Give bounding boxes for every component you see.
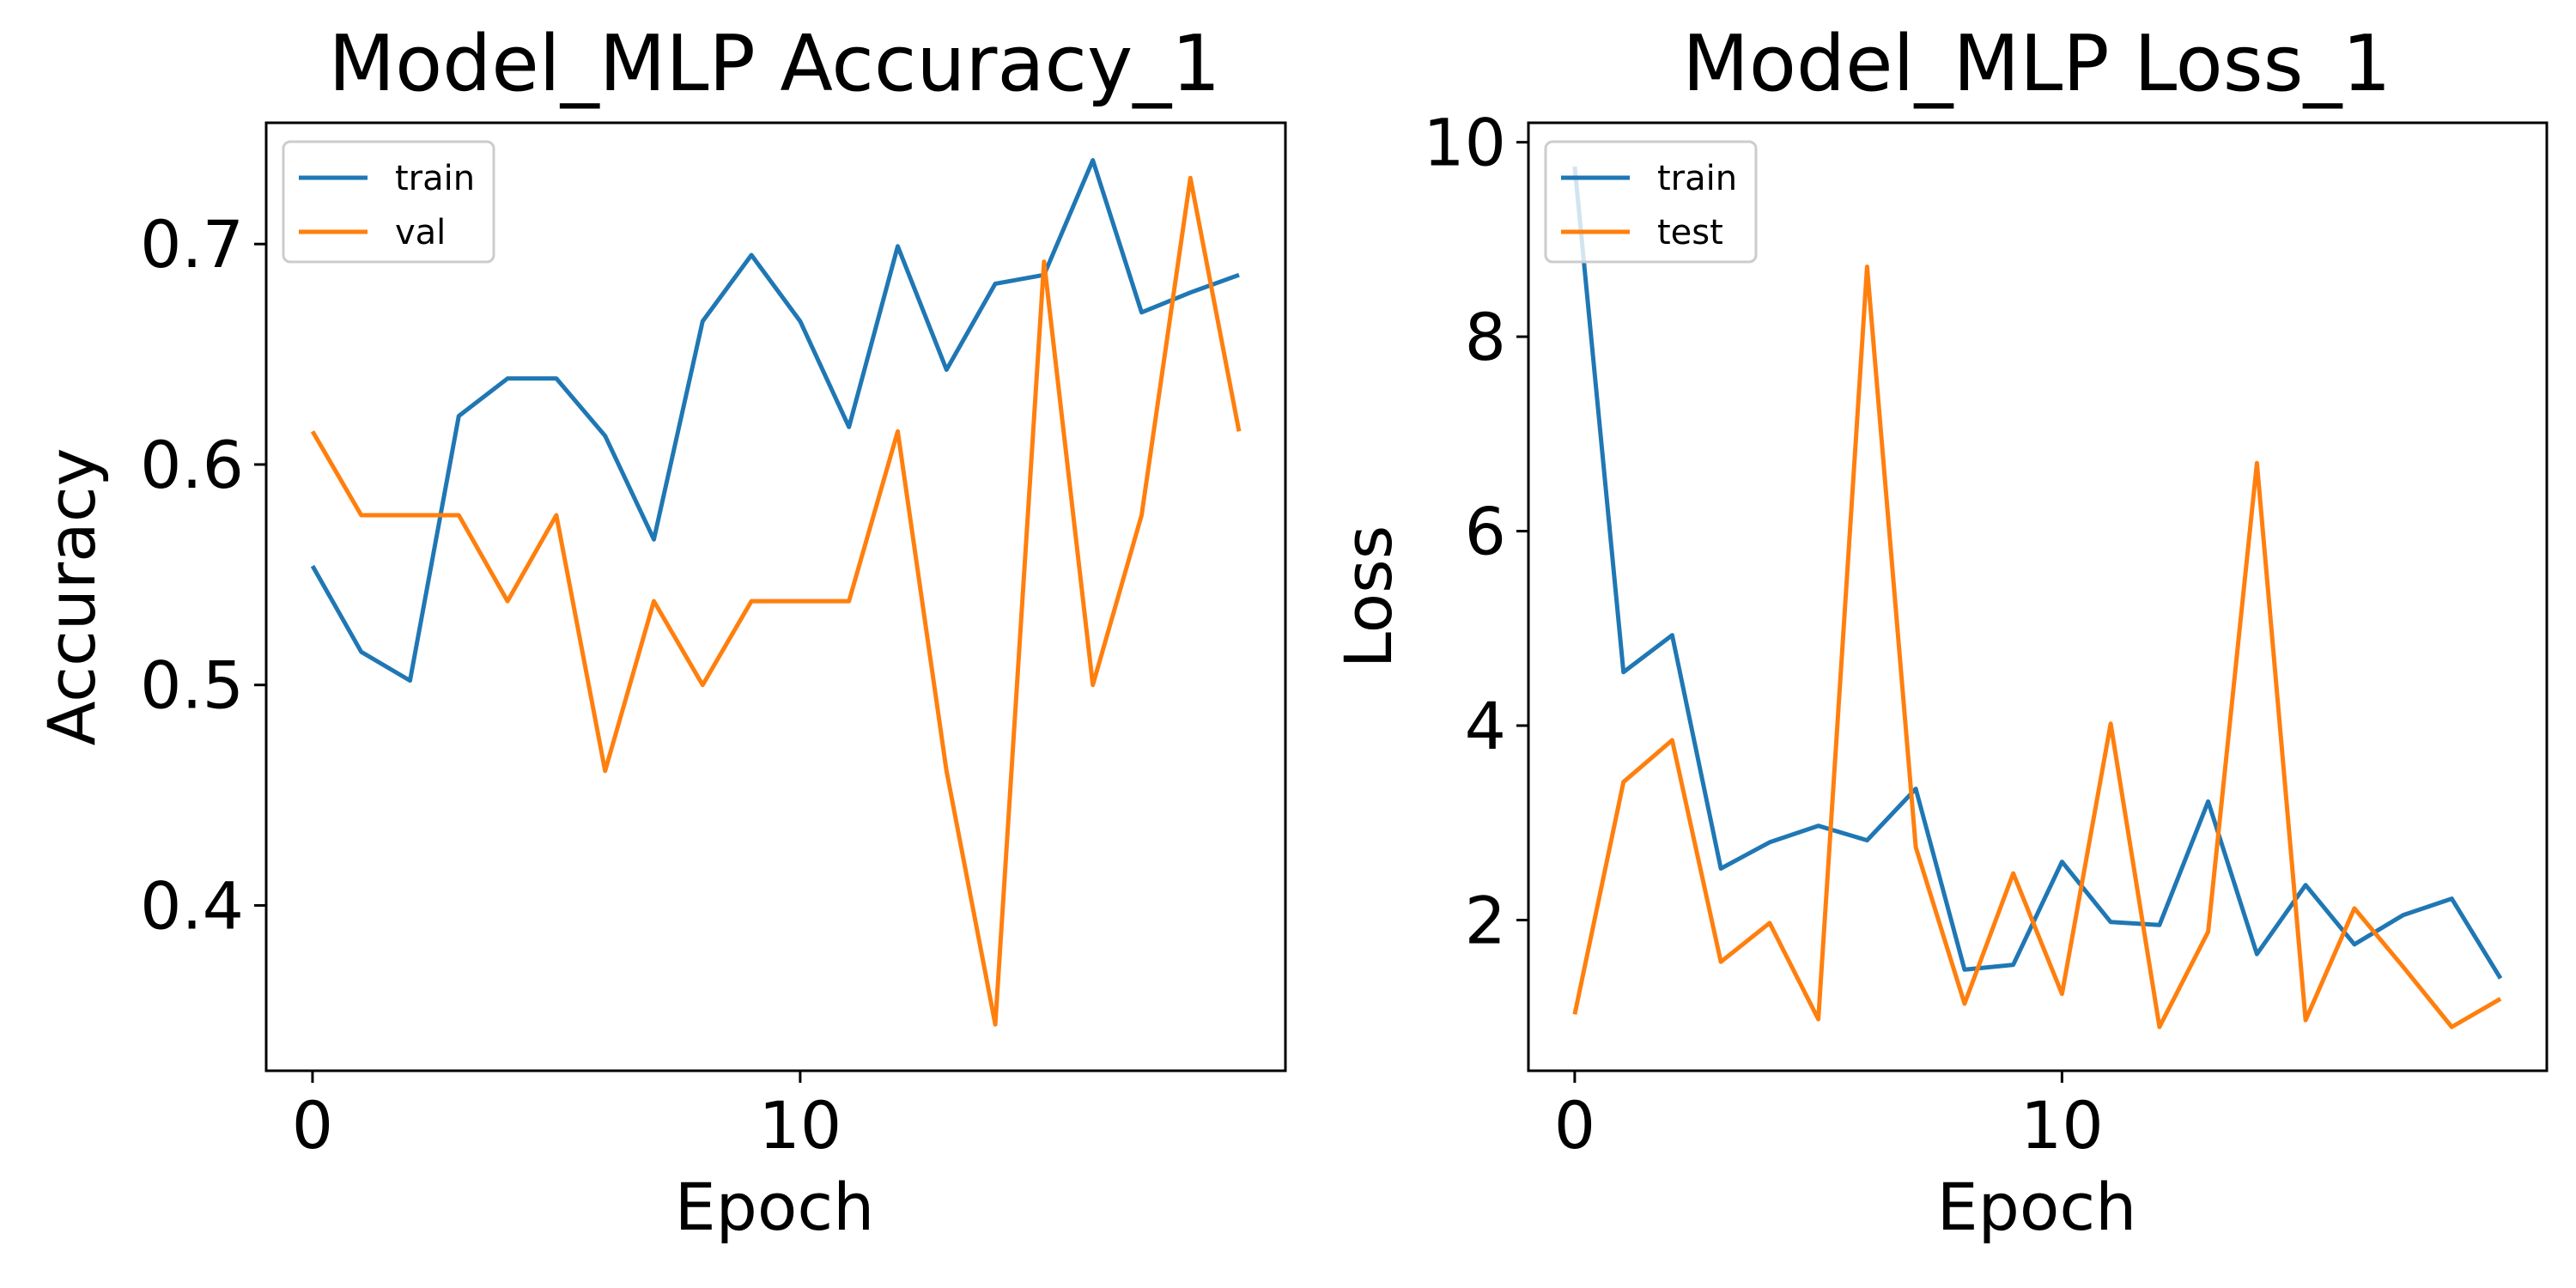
chart-title: Model_MLP Accuracy_1 <box>328 19 1220 109</box>
x-axis-label: Epoch <box>675 1169 875 1245</box>
loss-chart: Model_MLP Loss_1 Epoch Loss 0 10 2 4 6 8 10 tra… <box>1330 19 2549 1245</box>
chart-title: Model_MLP Loss_1 <box>1682 19 2391 109</box>
legend-label-test: test <box>1657 213 1723 252</box>
y-tick-label: 4 <box>1465 688 1506 764</box>
plot-area: 0 10 0.4 0.5 0.6 0.7 train val <box>140 121 1287 1163</box>
y-tick-label: 0.7 <box>140 206 244 283</box>
y-tick-label: 6 <box>1465 494 1506 570</box>
x-tick-label: 0 <box>292 1087 333 1163</box>
y-tick-label: 10 <box>1423 105 1506 181</box>
series-line-test <box>1572 264 2502 1030</box>
accuracy-chart: Model_MLP Accuracy_1 Epoch Accuracy 0 100… <box>33 19 1287 1245</box>
legend-label-train: train <box>395 159 475 198</box>
legend-label-train: train <box>1657 159 1737 198</box>
y-tick-label: 0.5 <box>140 647 244 724</box>
y-tick-label: 0.4 <box>140 867 244 944</box>
y-tick-label: 0.6 <box>140 427 244 503</box>
series-line-train <box>1572 166 2503 980</box>
x-tick-label: 10 <box>2020 1087 2104 1163</box>
axes-frame <box>1527 121 2549 1072</box>
y-tick-label: 2 <box>1465 882 1506 958</box>
axes-frame <box>264 121 1287 1072</box>
series-line-train <box>310 158 1240 683</box>
y-tick-label: 8 <box>1465 299 1506 375</box>
series-line-val <box>310 175 1242 1027</box>
x-axis-label: Epoch <box>1937 1169 2137 1245</box>
x-tick-label: 10 <box>759 1087 842 1163</box>
x-tick-label: 0 <box>1554 1087 1595 1163</box>
plot-area: 0 10 2 4 6 8 10 train test <box>1423 105 2549 1163</box>
legend: train test <box>1544 140 1758 264</box>
y-axis-label: Accuracy <box>33 448 110 746</box>
legend: train val <box>282 140 495 264</box>
legend-label-val: val <box>395 213 446 252</box>
y-axis-label: Loss <box>1330 526 1406 669</box>
